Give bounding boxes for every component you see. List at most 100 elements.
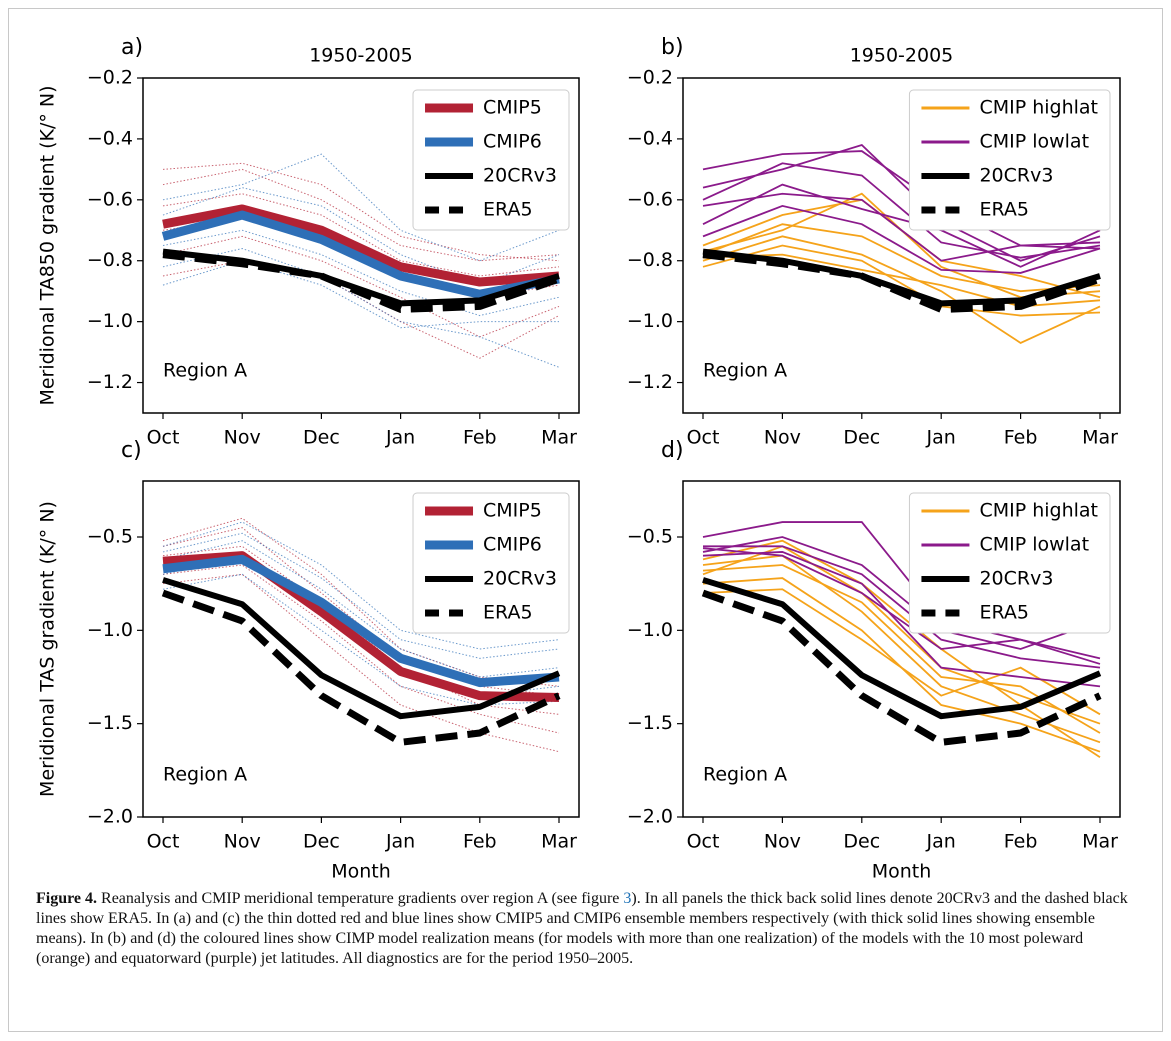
y-tick-label: −1.0 <box>87 619 133 641</box>
x-tick-label: Dec <box>303 831 340 853</box>
figure-frame <box>8 8 1163 1032</box>
ensemble-line <box>702 554 1101 744</box>
panel-label: b) <box>661 35 684 60</box>
plot-area <box>702 143 1102 344</box>
axes-frame <box>142 77 580 414</box>
y-tick-label: −1.0 <box>627 619 673 641</box>
ensemble-line <box>162 248 560 368</box>
legend-label: CMIP highlat <box>979 97 1098 119</box>
legend-box <box>412 492 570 634</box>
x-tick-label: Nov <box>764 427 801 449</box>
plot-area <box>161 517 561 753</box>
ensemble-line <box>702 223 1101 293</box>
caption-label: Figure 4. <box>36 890 98 907</box>
x-tick-label: Nov <box>224 427 261 449</box>
y-tick-label: −2.0 <box>87 806 133 828</box>
series-line <box>162 577 561 720</box>
x-tick-label: Mar <box>1082 427 1118 449</box>
panel-label: d) <box>661 438 684 463</box>
y-tick-label: −0.4 <box>87 127 133 149</box>
figure-link[interactable]: 3 <box>623 890 632 907</box>
annotation: Region A <box>163 360 247 382</box>
legend-label: CMIP highlat <box>979 500 1098 522</box>
y-tick-label: −1.2 <box>627 371 673 393</box>
ensemble-line <box>162 521 560 650</box>
panel-label: c) <box>121 438 142 463</box>
y-tick-label: −1.2 <box>87 371 133 393</box>
ensemble-line <box>703 545 1101 669</box>
ensemble-line <box>702 204 1101 274</box>
x-tick-label: Dec <box>303 427 340 449</box>
annotation: Region A <box>703 764 787 786</box>
ensemble-line <box>702 551 1101 688</box>
y-tick-label: −2.0 <box>627 806 673 828</box>
plot-area <box>701 521 1102 759</box>
ensemble-line <box>162 153 560 262</box>
ensemble-line <box>162 260 559 329</box>
y-tick-label: −0.8 <box>87 249 133 271</box>
ensemble-line <box>702 235 1101 344</box>
x-tick-label: Nov <box>224 831 261 853</box>
ensemble-line <box>162 532 560 659</box>
ensemble-line <box>702 547 1101 665</box>
annotation: Region A <box>703 360 787 382</box>
legend-label: CMIP lowlat <box>979 131 1089 153</box>
legend-label: CMIP6 <box>483 131 542 153</box>
x-tick-label: Jan <box>926 427 956 449</box>
legend-box <box>908 89 1111 231</box>
y-axis-label: Meridional TAS gradient (K/° N) <box>37 501 59 797</box>
x-tick-label: Mar <box>541 831 577 853</box>
y-tick-label: −0.8 <box>627 249 673 271</box>
x-tick-label: Oct <box>147 831 180 853</box>
x-tick-label: Oct <box>687 427 720 449</box>
x-tick-label: Oct <box>147 427 180 449</box>
y-tick-label: −0.6 <box>627 188 673 210</box>
legend-label: CMIP lowlat <box>979 534 1089 556</box>
ensemble-line <box>702 183 1101 268</box>
x-tick-label: Jan <box>385 427 415 449</box>
x-tick-label: Jan <box>385 831 415 853</box>
ensemble-line <box>162 573 560 753</box>
y-tick-label: −1.5 <box>87 712 133 734</box>
ensemble-line <box>162 168 560 262</box>
ensemble-line <box>162 564 560 734</box>
ensemble-line <box>702 564 1101 734</box>
ensemble-line <box>702 539 1101 759</box>
legend: CMIP highlat CMIP lowlat 20CRv3 ERA5 <box>908 492 1111 634</box>
y-tick-label: −0.4 <box>627 127 673 149</box>
legend-box <box>908 492 1111 634</box>
caption-text: Reanalysis and CMIP meridional temperatu… <box>101 890 624 907</box>
ensemble-line <box>162 573 560 706</box>
legend-label: ERA5 <box>979 602 1029 624</box>
legend-label: 20CRv3 <box>979 568 1053 590</box>
annotation: Region A <box>163 764 247 786</box>
ensemble-line <box>702 143 1101 262</box>
ensemble-line <box>162 260 560 359</box>
y-tick-label: −1.0 <box>87 310 133 332</box>
axes-frame <box>142 480 580 818</box>
legend-label: ERA5 <box>483 602 533 624</box>
ensemble-line <box>702 244 1101 317</box>
legend-box <box>412 89 570 231</box>
plot-area <box>161 153 561 368</box>
series-line <box>162 554 560 688</box>
ensemble-line <box>162 229 560 317</box>
axes-frame <box>682 480 1121 818</box>
series-line <box>701 589 1102 746</box>
series-line <box>702 577 1102 720</box>
y-axis-label: Meridional TA850 gradient (K/° N) <box>37 85 59 405</box>
series-line <box>162 204 560 287</box>
ensemble-line <box>162 162 560 262</box>
ensemble-line <box>702 162 1101 259</box>
x-tick-label: Dec <box>843 427 880 449</box>
x-tick-label: Mar <box>541 427 577 449</box>
panel-title: 1950-2005 <box>309 45 413 67</box>
y-tick-label: −0.2 <box>627 67 673 89</box>
ensemble-line <box>702 192 1101 262</box>
caption: Figure 4. Reanalysis and CMIP meridional… <box>36 889 1136 969</box>
x-tick-label: Feb <box>1004 831 1038 853</box>
legend-label: CMIP5 <box>483 500 542 522</box>
legend-label: CMIP6 <box>483 534 542 556</box>
panel-title: 1950-2005 <box>850 45 954 67</box>
y-tick-label: −0.6 <box>87 188 133 210</box>
